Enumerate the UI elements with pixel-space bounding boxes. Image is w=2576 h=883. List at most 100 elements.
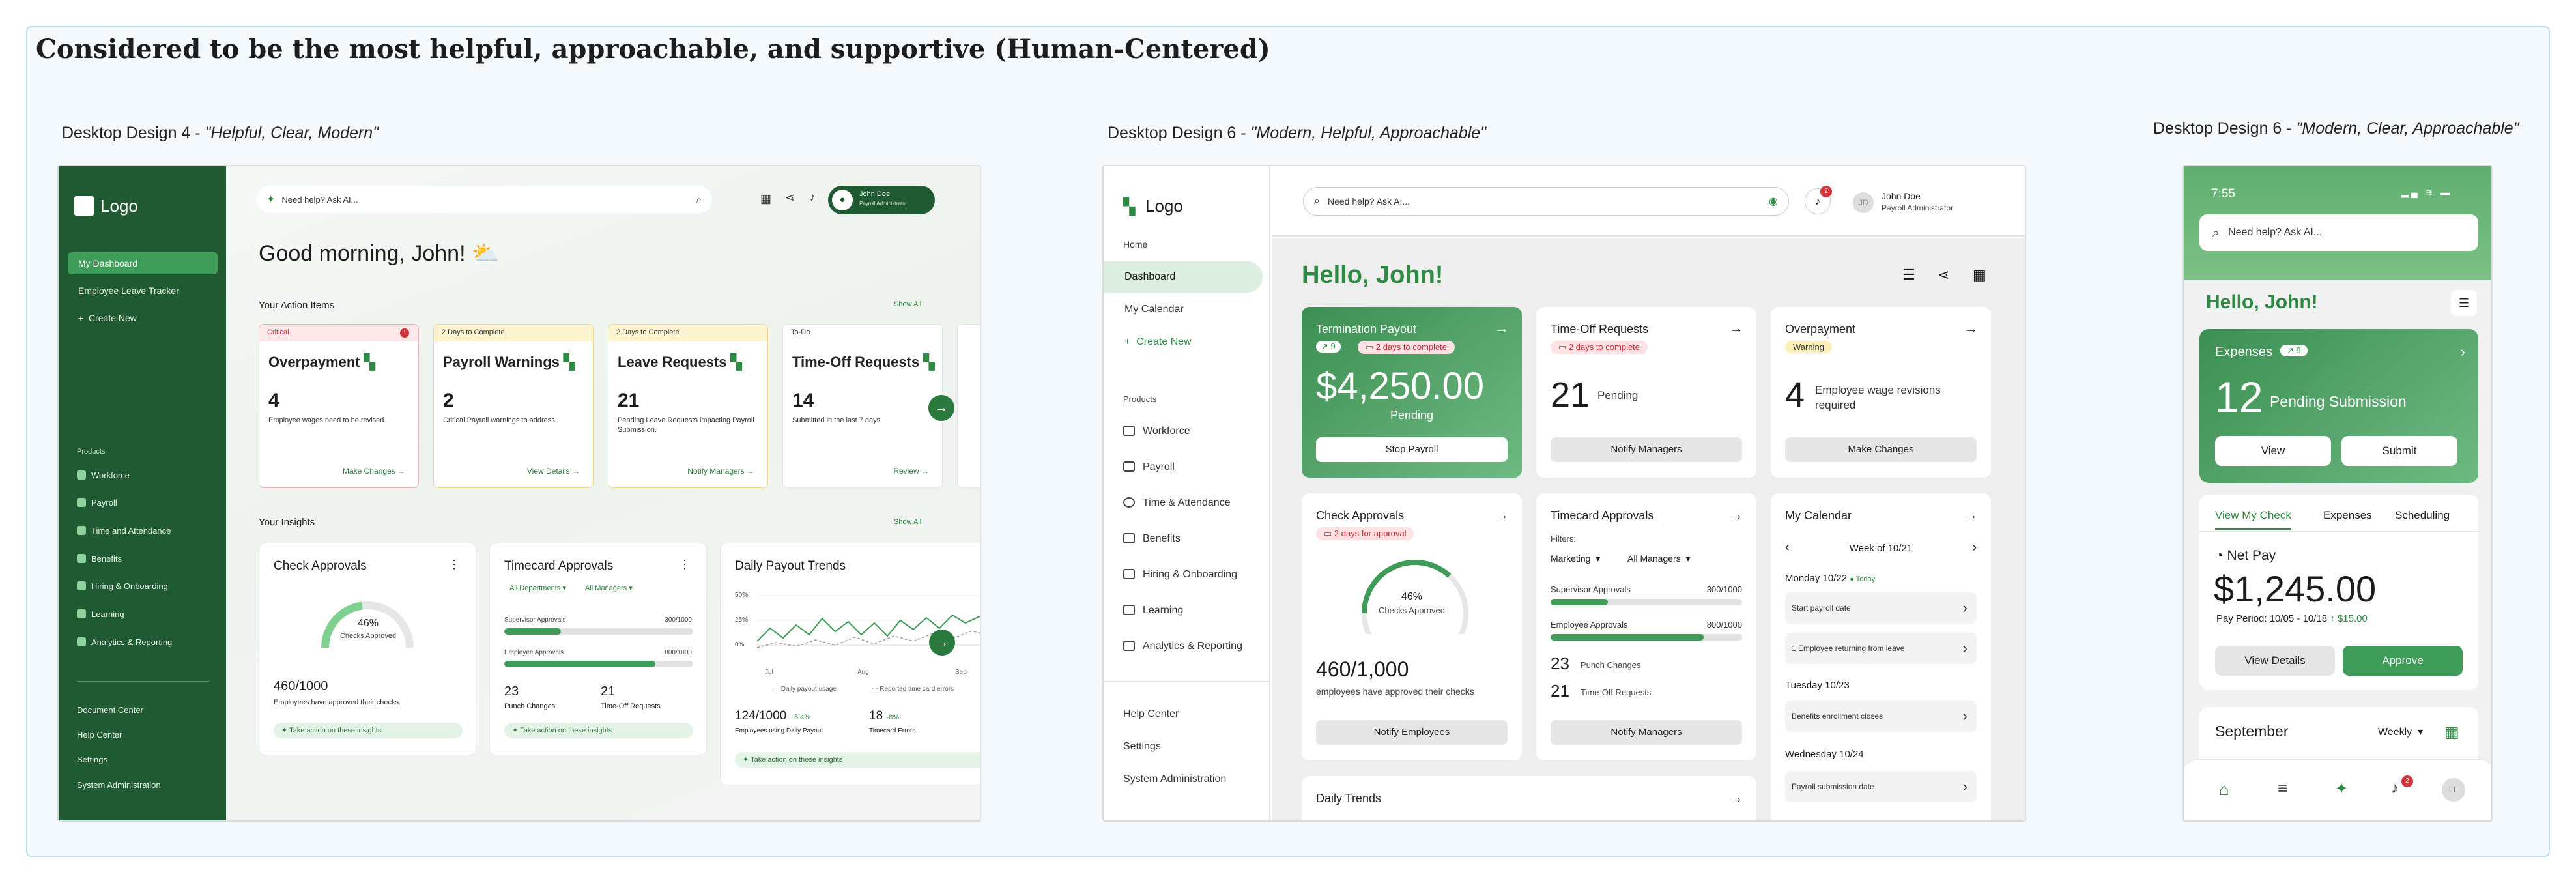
product-payroll[interactable]: Payroll bbox=[1123, 457, 1175, 477]
ai-search-input[interactable]: ⌕ Need help? Ask AI... ◉ bbox=[1303, 187, 1789, 216]
calendar-event[interactable]: Benefits enrollment closes bbox=[1785, 701, 1977, 732]
card-payroll-warnings[interactable]: 2 Days to Complete Payroll Warnings ▚ 2 … bbox=[433, 324, 594, 488]
nav-help-center[interactable]: Help Center bbox=[1123, 708, 1179, 719]
card-timecard[interactable]: Timecard Approvals → Filters: Marketing … bbox=[1536, 493, 1756, 760]
product-analytics[interactable]: Analytics & Reporting bbox=[77, 634, 172, 651]
prev-week-icon[interactable]: ‹ bbox=[1785, 540, 1790, 555]
arrow-right-icon[interactable]: → bbox=[1964, 320, 1978, 336]
bell-icon[interactable]: ♪ bbox=[810, 191, 816, 203]
take-action-button[interactable]: ✦ Take action on these insights bbox=[274, 723, 463, 738]
tab-scheduling[interactable]: Scheduling bbox=[2395, 509, 2450, 521]
card-time-off[interactable]: Time-Off Requests → ▭ 2 days to complete… bbox=[1536, 307, 1756, 478]
approve-button[interactable]: Approve bbox=[2343, 646, 2463, 676]
filter-icon[interactable]: ☰ bbox=[2451, 290, 2477, 316]
card-daily-trends[interactable]: Daily Trends → bbox=[1302, 776, 1756, 820]
nav-leave-tracker[interactable]: Employee Leave Tracker bbox=[78, 285, 179, 296]
nav-document-center[interactable]: Document Center bbox=[77, 705, 143, 715]
search-icon[interactable]: ⌕ bbox=[696, 194, 702, 205]
tab-expenses[interactable]: Expenses bbox=[2323, 509, 2372, 521]
ai-icon[interactable]: ◉ bbox=[1769, 196, 1778, 207]
card-my-calendar[interactable]: My Calendar → ‹ Week of 10/21 › Monday 1… bbox=[1771, 493, 1991, 820]
card-leave-requests[interactable]: 2 Days to Complete Leave Requests ▚ 21 P… bbox=[608, 324, 768, 488]
next-week-icon[interactable]: › bbox=[1972, 540, 1977, 555]
stop-payroll-button[interactable]: Stop Payroll bbox=[1316, 437, 1508, 462]
nav-settings[interactable]: Settings bbox=[77, 755, 107, 764]
apps-grid-icon[interactable]: ▦ bbox=[760, 192, 772, 205]
card-overpayment[interactable]: Critical ! Overpayment ▚ 4 Employee wage… bbox=[259, 324, 419, 488]
card-time-off[interactable]: To-Do Time-Off Requests ▚ 14 Submitted i… bbox=[782, 324, 943, 488]
share-icon[interactable]: ⋖ bbox=[785, 191, 795, 204]
card-overpayment[interactable]: Overpayment → Warning 4 Employee wage re… bbox=[1771, 307, 1991, 478]
nav-system-admin[interactable]: System Administration bbox=[1123, 774, 1227, 785]
nav-create-new[interactable]: + Create New bbox=[1124, 336, 1192, 347]
manager-filter[interactable]: All Managers ▾ bbox=[1627, 553, 1691, 564]
view-button[interactable]: View bbox=[2215, 436, 2331, 466]
grid-view-icon[interactable]: ▦ bbox=[2444, 723, 2459, 741]
arrow-right-icon[interactable]: → bbox=[1964, 506, 1978, 523]
product-benefits[interactable]: Benefits bbox=[77, 551, 122, 568]
card-expenses[interactable]: Expenses ↗ 9 › 12 Pending Submission Vie… bbox=[2199, 329, 2478, 483]
action-items-show-all[interactable]: Show All bbox=[894, 300, 922, 308]
calendar-event[interactable]: Start payroll date bbox=[1785, 592, 1977, 624]
grid-icon[interactable]: ▦ bbox=[1973, 267, 1986, 283]
take-action-button[interactable]: ✦ Take action on these insights bbox=[504, 723, 693, 738]
product-hiring[interactable]: Hiring & Onboarding bbox=[1123, 565, 1237, 585]
insights-show-all[interactable]: Show All bbox=[894, 518, 922, 526]
nav-dashboard[interactable]: Dashboard bbox=[1104, 261, 1263, 293]
product-workforce[interactable]: Workforce bbox=[77, 467, 130, 484]
submit-button[interactable]: Submit bbox=[2341, 436, 2457, 466]
tab-view-my-check[interactable]: View My Check bbox=[2215, 509, 2291, 530]
card-termination-payout[interactable]: Termination Payout → ↗ 9 ▭ 2 days to com… bbox=[1302, 307, 1522, 478]
product-payroll[interactable]: Payroll bbox=[77, 495, 117, 512]
notify-managers-button[interactable]: Notify Managers bbox=[1551, 720, 1742, 745]
product-workforce[interactable]: Workforce bbox=[1123, 422, 1190, 441]
kebab-menu-icon[interactable]: ⋮ bbox=[679, 558, 691, 571]
product-learning[interactable]: Learning bbox=[1123, 601, 1183, 620]
nav-my-calendar[interactable]: My Calendar bbox=[1124, 304, 1184, 315]
review-link[interactable]: Review → bbox=[893, 467, 929, 476]
product-analytics[interactable]: Analytics & Reporting bbox=[1123, 637, 1242, 656]
ai-search-input[interactable]: ⌕ Need help? Ask AI... bbox=[2199, 214, 2478, 251]
arrow-right-icon[interactable]: → bbox=[1729, 789, 1743, 805]
chart-next-button[interactable]: → bbox=[929, 630, 955, 656]
kebab-menu-icon[interactable]: ⋮ bbox=[448, 558, 460, 571]
arrow-right-icon[interactable]: → bbox=[1495, 320, 1509, 336]
manager-filter[interactable]: All Managers ▾ bbox=[585, 585, 633, 592]
nav-home[interactable]: Home bbox=[1123, 239, 1148, 250]
product-benefits[interactable]: Benefits bbox=[1123, 529, 1181, 549]
arrow-right-icon[interactable]: → bbox=[1495, 506, 1509, 523]
arrow-right-icon[interactable]: → bbox=[1729, 320, 1743, 336]
scroll-right-button[interactable]: → bbox=[928, 395, 954, 421]
view-details-button[interactable]: View Details bbox=[2215, 646, 2335, 676]
nav-my-dashboard[interactable]: My Dashboard bbox=[68, 252, 218, 274]
bell-icon[interactable]: ♪ bbox=[1805, 188, 1831, 214]
notify-managers-button[interactable]: Notify Managers bbox=[1551, 437, 1742, 462]
calendar-event[interactable]: 1 Employee returning from leave bbox=[1785, 633, 1977, 664]
user-menu[interactable]: ● John Doe Payroll Administrator bbox=[828, 186, 935, 214]
product-hiring[interactable]: Hiring & Onboarding bbox=[77, 578, 168, 595]
product-time-attendance[interactable]: Time & Attendance bbox=[1123, 493, 1231, 513]
home-icon[interactable]: ⌂ bbox=[2219, 779, 2229, 799]
share-icon[interactable]: ⋖ bbox=[1938, 267, 1950, 283]
ai-search-input[interactable]: ✦ Need help? Ask AI... ⌕ bbox=[256, 186, 712, 213]
menu-icon[interactable]: ≡ bbox=[2278, 778, 2288, 798]
take-action-button[interactable]: ✦ Take action on these insights bbox=[735, 752, 980, 768]
nav-settings[interactable]: Settings bbox=[1123, 741, 1161, 752]
bell-icon[interactable]: ♪ bbox=[2391, 779, 2399, 797]
filter-icon[interactable]: ☰ bbox=[1902, 267, 1915, 283]
ai-sparkle-icon[interactable]: ✦ bbox=[2335, 780, 2349, 798]
nav-create-new[interactable]: + Create New bbox=[78, 313, 137, 323]
arrow-right-icon[interactable]: → bbox=[1729, 506, 1743, 523]
chevron-right-icon[interactable]: › bbox=[2460, 343, 2465, 360]
notify-employees-button[interactable]: Notify Employees bbox=[1316, 720, 1508, 745]
calendar-event[interactable]: Payroll submission date bbox=[1785, 771, 1977, 802]
card-check-approvals[interactable]: Check Approvals → ▭ 2 days for approval … bbox=[1302, 493, 1522, 760]
nav-help-center[interactable]: Help Center bbox=[77, 730, 122, 740]
notify-managers-link[interactable]: Notify Managers → bbox=[687, 467, 754, 476]
avatar[interactable]: LL bbox=[2442, 778, 2465, 802]
range-dropdown[interactable]: Weekly ▾ bbox=[2378, 727, 2424, 738]
product-learning[interactable]: Learning bbox=[77, 606, 124, 623]
avatar[interactable]: JD bbox=[1853, 192, 1874, 213]
department-filter[interactable]: Marketing ▾ bbox=[1551, 553, 1601, 564]
view-details-link[interactable]: View Details → bbox=[526, 467, 580, 476]
